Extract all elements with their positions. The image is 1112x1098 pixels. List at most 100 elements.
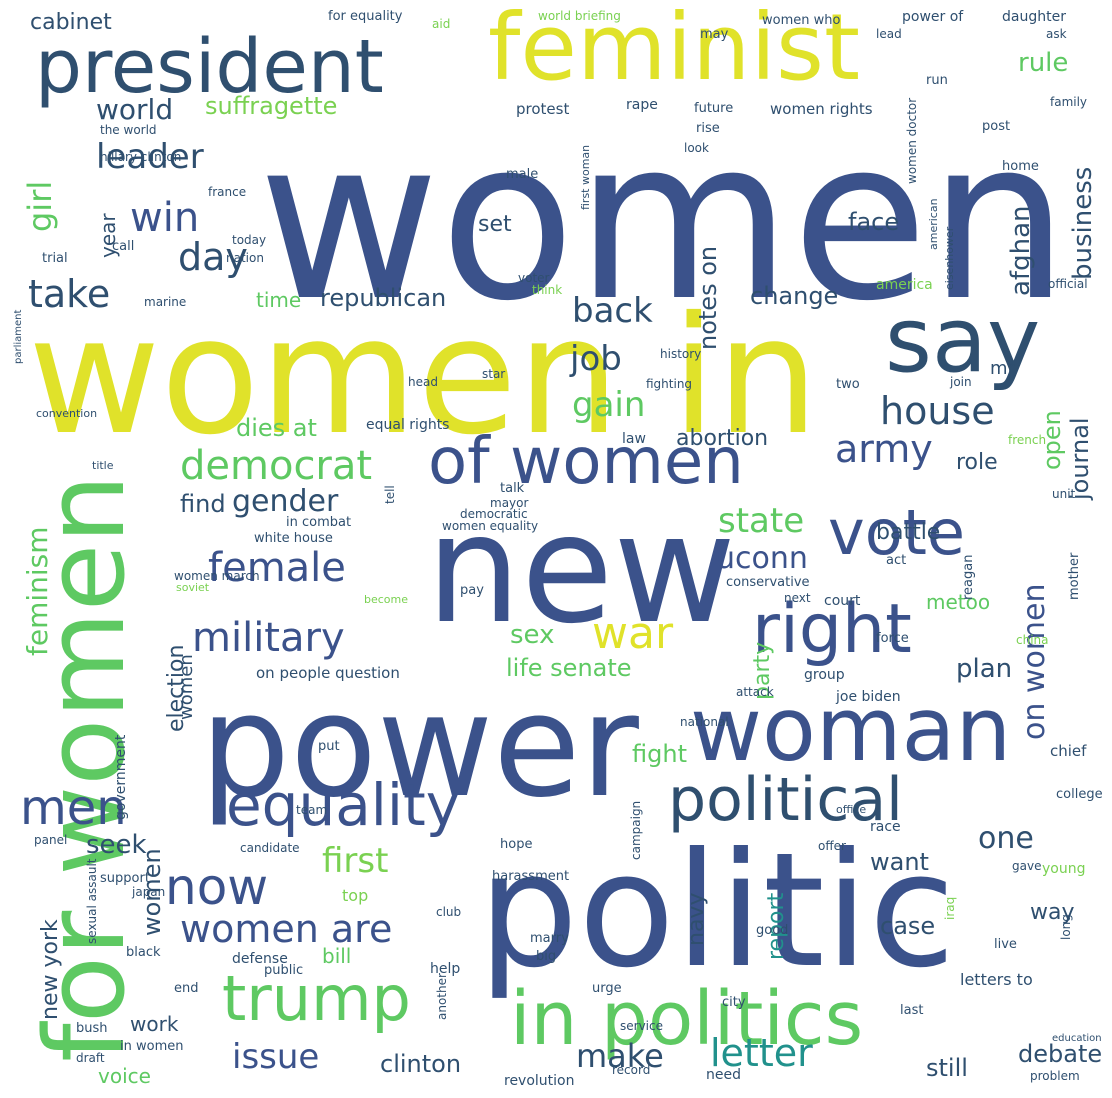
word-find: find [180, 490, 226, 518]
word-record: record [612, 1063, 651, 1077]
word-letters-to: letters to [960, 970, 1033, 989]
word-battle: battle [876, 520, 941, 545]
word-french: french [1008, 433, 1047, 447]
word-lead: lead [876, 27, 902, 41]
word-sexual-assault: sexual assault [85, 858, 99, 945]
word-tell: tell [383, 485, 397, 504]
word-gave: gave [1012, 859, 1042, 873]
word-women-in: women in [28, 283, 819, 471]
word-white-house: white house [254, 531, 333, 546]
word-woman: woman [690, 678, 1012, 781]
word-top: top [342, 886, 369, 905]
word-say: say [885, 288, 1041, 393]
word-trial: trial [42, 251, 68, 266]
word-another: another [435, 973, 449, 1020]
word-cabinet: cabinet [30, 10, 112, 35]
word-hillary-clinton: hillary clinton [100, 150, 182, 164]
word-rise: rise [696, 121, 720, 136]
word-soviet: soviet [176, 581, 210, 594]
word-role: role [956, 450, 998, 475]
word-defense: defense [232, 951, 288, 967]
word-women-march: women march [174, 569, 260, 583]
word-take: take [28, 272, 111, 316]
word-bill: bill [322, 944, 352, 968]
word-revolution: revolution [504, 1073, 575, 1089]
word-back: back [572, 291, 653, 331]
word-put: put [318, 739, 340, 754]
word-clinton: clinton [380, 1050, 462, 1078]
word-post: post [982, 119, 1011, 134]
word-support: support [100, 871, 150, 886]
word-for-equality: for equality [328, 9, 403, 24]
word-unit: unit [1052, 487, 1076, 501]
word-future: future [694, 101, 734, 116]
word-history: history [660, 347, 702, 361]
word-title: title [92, 459, 114, 472]
word-first: first [322, 841, 389, 881]
word-house: house [880, 389, 995, 433]
word-next: next [784, 591, 811, 605]
word-change: change [750, 282, 839, 310]
word-aid: aid [432, 17, 451, 31]
word-end: end [174, 981, 199, 996]
word-fight: fight [632, 740, 687, 768]
word-win: win [130, 195, 200, 241]
word-war: war [592, 608, 674, 659]
word-army: army [835, 427, 933, 471]
word-candidate: candidate [240, 841, 300, 855]
word-official: official [1048, 277, 1088, 291]
word-national: national [680, 715, 729, 729]
word-voter: voter [518, 271, 550, 285]
word-feminism: feminism [21, 526, 54, 656]
word-feminist: feminist [488, 0, 861, 101]
word-fighting: fighting [646, 377, 693, 391]
word-way: way [1030, 900, 1075, 925]
word-ask: ask [1046, 27, 1067, 41]
word-rape: rape [626, 97, 658, 113]
word-now: now [165, 858, 269, 916]
word-head: head [408, 375, 438, 389]
word-in-women: in women [120, 1039, 184, 1054]
word-parliament: parliament [13, 309, 24, 364]
word-president: president [35, 24, 384, 110]
word-home: home [1002, 159, 1039, 174]
word-pay: pay [460, 583, 484, 598]
word-problem: problem [1030, 1069, 1080, 1083]
word-still: still [926, 1054, 968, 1082]
word-the-world: the world [100, 123, 157, 137]
word-seek: seek [86, 830, 147, 860]
word-iraq: iraq [943, 896, 957, 920]
word-metoo: metoo [926, 590, 991, 614]
word-in-politics: in politics [510, 976, 864, 1062]
word-chief: chief [1050, 742, 1087, 760]
word-male: male [506, 167, 539, 182]
word-china: china [1016, 633, 1049, 647]
word-want: want [870, 848, 929, 876]
word-on-women: on women [1017, 583, 1052, 741]
word-power-of: power of [902, 9, 964, 25]
word-japan: japan [132, 885, 166, 899]
word-first-woman: first woman [579, 144, 592, 210]
word-protest: protest [516, 100, 570, 118]
word-marry: marry [530, 931, 569, 946]
word-right: right [752, 590, 912, 669]
word-good: good [756, 923, 789, 938]
word-harassment: harassment [492, 869, 570, 884]
word-gain: gain [572, 385, 646, 425]
word-rule: rule [1018, 48, 1069, 78]
word-law: law [622, 431, 646, 447]
word-club: club [436, 905, 462, 919]
word-become: become [364, 593, 409, 606]
word-live: live [994, 937, 1017, 952]
word-mother: mother [1067, 552, 1082, 600]
word-education: education [1052, 1033, 1102, 1044]
word-day: day [178, 235, 248, 279]
word-job: job [570, 339, 622, 379]
word-court: court [824, 593, 861, 609]
word-young: young [1042, 861, 1086, 877]
word-college: college [1056, 787, 1103, 802]
word-office: office [836, 803, 867, 816]
word-talk: talk [500, 481, 525, 496]
word-mayor: mayor [490, 496, 529, 510]
